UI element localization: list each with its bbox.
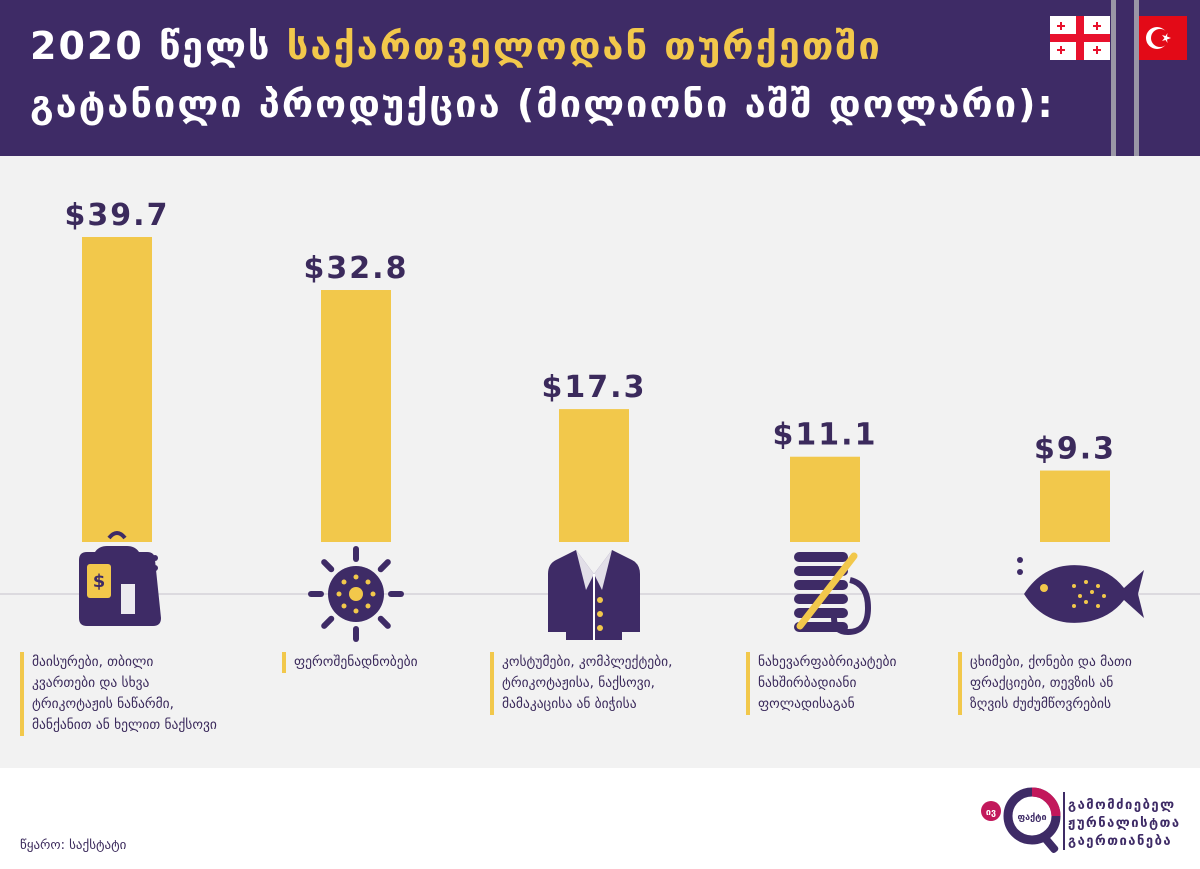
title-line-2: გატანილი პროდუქცია (მილიონი აშშ დოლარი): xyxy=(30,82,1055,126)
category-label-3: კოსტუმები, კომპლექტები, ტრიკოტაჟისა, ნაქ… xyxy=(490,652,735,715)
flag-pole-left xyxy=(1111,0,1116,156)
logo-small-text: ივ xyxy=(986,808,996,818)
turkey-flag-icon xyxy=(1139,16,1187,60)
shirt-price-tag-icon: $ xyxy=(79,531,161,626)
category-label-1-line-2: კვართები და სხვა xyxy=(32,675,150,691)
bar-5 xyxy=(1040,470,1110,542)
value-label-2: $32.8 xyxy=(304,251,409,286)
value-label-4: $11.1 xyxy=(773,418,878,453)
title-line-1: 2020 წელს საქართველოდან თურქეთში xyxy=(30,24,882,68)
category-label-3-line-2: ტრიკოტაჟისა, ნაქსოვი, xyxy=(502,675,655,691)
category-label-5-line-2: ფრაქციები, თევზის ან xyxy=(970,675,1114,691)
svg-text:$: $ xyxy=(93,571,106,592)
category-label-4: ნახევარფაბრიკატები ნახშირბადიანი ფოლადის… xyxy=(746,652,946,715)
bar-1 xyxy=(82,237,152,542)
category-label-1-line-4: მანქანით ან ხელით ნაქსოვი xyxy=(32,717,217,733)
logo-magnifier-handle xyxy=(1041,834,1059,854)
steel-coil-icon xyxy=(794,552,872,636)
category-label-4-line-1: ნახევარფაბრიკატები xyxy=(758,654,897,670)
title-part-1: 2020 წელს xyxy=(30,24,272,68)
category-label-4-line-3: ფოლადისაგან xyxy=(758,696,855,712)
category-label-5: ცხიმები, ქონები და მათი ფრაქციები, თევზი… xyxy=(958,652,1188,715)
ferroalloy-gear-icon xyxy=(308,546,404,642)
logo-badge-text: ფაქტი xyxy=(1017,813,1046,823)
value-label-3: $17.3 xyxy=(542,370,647,405)
value-label-1: $39.7 xyxy=(65,198,170,233)
bar-3 xyxy=(559,409,629,542)
logo-line-2: ჟურნალისტთა xyxy=(1068,816,1181,831)
bar-2 xyxy=(321,290,391,542)
flags-illustration xyxy=(1050,0,1187,156)
title-part-2: საქართველოდან თურქეთში xyxy=(286,24,882,68)
source-note: წყარო: საქსტატი xyxy=(20,838,127,853)
coat-icon xyxy=(548,550,640,640)
category-label-3-line-1: კოსტუმები, კომპლექტები, xyxy=(502,654,673,670)
bar-4 xyxy=(790,456,860,542)
category-label-5-line-1: ცხიმები, ქონები და მათი xyxy=(970,654,1132,670)
category-label-2: ფეროშენადნობები xyxy=(282,652,482,673)
logo-line-1: გამომძიებელ xyxy=(1068,798,1176,813)
category-label-5-line-3: ზღვის ძუძუმწოვრების xyxy=(970,696,1112,712)
category-label-1: მაისურები, თბილი კვართები და სხვა ტრიკოტ… xyxy=(20,652,270,736)
header: 2020 წელს საქართველოდან თურქეთში გატანილ… xyxy=(0,0,1200,156)
organization-logo: ივ ფაქტი xyxy=(981,787,1065,854)
category-label-3-line-3: მამაკაცისა ან ბიჭისა xyxy=(502,696,637,712)
value-label-5: $9.3 xyxy=(1034,432,1116,467)
logo-text: გამომძიებელ ჟურნალისტთა გაერთიანება xyxy=(1068,797,1181,851)
logo-line-3: გაერთიანება xyxy=(1068,834,1173,849)
fish-icon xyxy=(1017,557,1144,623)
category-label-1-line-3: ტრიკოტაჟის ნაწარმი, xyxy=(32,696,174,712)
category-label-2-line-1: ფეროშენადნობები xyxy=(294,654,418,670)
logo-magnifier-accent xyxy=(1031,787,1061,817)
category-label-4-line-2: ნახშირბადიანი xyxy=(758,675,857,691)
georgia-flag-icon xyxy=(1050,16,1110,60)
flag-pole-right xyxy=(1134,0,1139,156)
category-label-1-line-1: მაისურები, თბილი xyxy=(32,654,154,670)
bar-chart: $39.7 $32.8 $17.3 $11.1 $9.3 $ xyxy=(0,198,1200,642)
logo-small-badge xyxy=(981,801,1001,821)
